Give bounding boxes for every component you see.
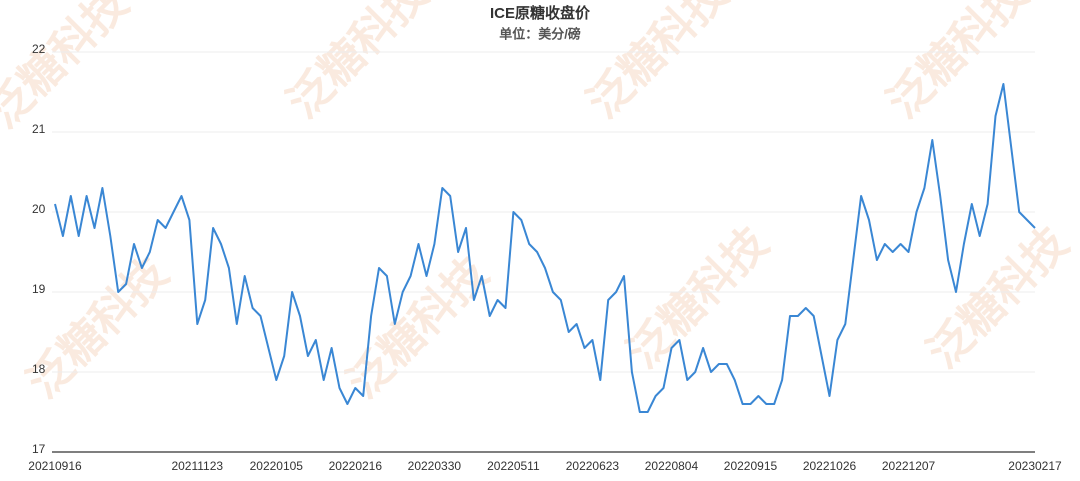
x-tick-label: 20221026 (803, 459, 857, 473)
y-tick-label: 17 (32, 442, 46, 456)
watermark: 泛糖科技 (578, 0, 737, 128)
y-tick-label: 22 (32, 42, 46, 56)
watermark: 泛糖科技 (618, 218, 777, 377)
x-tick-label: 20220511 (487, 459, 540, 473)
x-tick-label: 20220330 (408, 459, 462, 473)
x-tick-label: 20220804 (645, 459, 699, 473)
x-tick-label: 20211123 (171, 459, 223, 473)
watermark: 泛糖科技 (338, 248, 497, 407)
watermark: 泛糖科技 (918, 218, 1077, 377)
chart-title: ICE原糖收盘价 (490, 4, 591, 22)
price-line (54, 83, 1036, 413)
x-tick-label: 20220915 (724, 459, 778, 473)
y-tick-label: 21 (32, 122, 46, 136)
watermark: 泛糖科技 (278, 0, 437, 128)
watermark: 泛糖科技 (18, 248, 177, 407)
x-tick-label: 20220216 (329, 459, 383, 473)
x-tick-label: 20220623 (566, 459, 620, 473)
x-tick-label: 20210916 (28, 459, 82, 473)
watermark: 泛糖科技 (0, 0, 138, 138)
watermark: 泛糖科技 (878, 0, 1037, 128)
y-tick-label: 20 (32, 202, 46, 216)
x-tick-label: 20220105 (250, 459, 304, 473)
y-tick-label: 18 (32, 362, 46, 376)
chart-subtitle: 单位：美分/磅 (499, 26, 581, 41)
x-tick-label: 20230217 (1008, 459, 1062, 473)
x-tick-label: 20221207 (882, 459, 936, 473)
y-tick-label: 19 (32, 282, 46, 296)
